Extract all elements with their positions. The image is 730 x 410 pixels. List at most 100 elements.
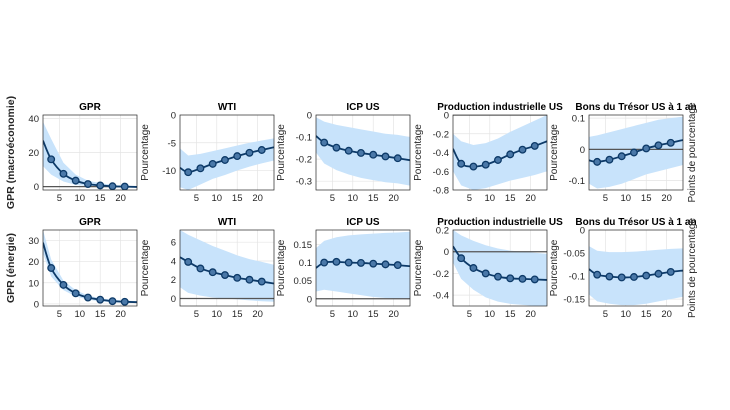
x-tick-label: 5 xyxy=(603,309,608,320)
y-axis-label-right: Points de pourcentage xyxy=(687,218,698,319)
y-tick-label: 0.15 xyxy=(294,240,313,251)
y-tick-label: -0.8 xyxy=(433,186,449,197)
data-point xyxy=(320,138,329,147)
data-point xyxy=(630,273,638,281)
plot-content xyxy=(453,230,547,306)
x-tick-label: 15 xyxy=(505,309,516,320)
data-point xyxy=(320,258,329,267)
data-point xyxy=(332,257,341,266)
y-tick-label: -0.1 xyxy=(569,272,585,283)
data-point xyxy=(221,156,229,164)
data-point xyxy=(245,275,254,284)
subplot-title: ICP US xyxy=(346,217,379,228)
confidence-band xyxy=(43,121,137,188)
x-tick-label: 5 xyxy=(467,193,472,204)
axes-box xyxy=(42,114,138,191)
data-point xyxy=(184,168,193,177)
data-point xyxy=(393,261,402,270)
data-point xyxy=(108,182,117,190)
data-point xyxy=(196,164,205,173)
confidence-band xyxy=(180,230,274,302)
data-point xyxy=(393,154,402,163)
x-tick-label: 15 xyxy=(232,309,243,320)
data-point xyxy=(381,260,390,269)
data-point xyxy=(47,264,56,272)
axes-box xyxy=(179,229,275,307)
data-point xyxy=(469,264,478,272)
y-axis-label: Pourcentage xyxy=(276,124,287,181)
x-tick-label: 10 xyxy=(484,193,495,204)
subplot-8: 5 10 15 20 0 0.05 0.1 0.15 ICP US Pourcentage xyxy=(276,217,411,320)
data-point xyxy=(120,182,129,190)
data-point xyxy=(481,160,490,169)
subplot-title: WTI xyxy=(218,102,237,113)
plot-area xyxy=(43,230,137,306)
x-tick-label: 20 xyxy=(661,309,672,320)
data-point xyxy=(481,269,490,278)
x-tick-label: 20 xyxy=(252,193,263,204)
data-point xyxy=(233,152,242,161)
data-point xyxy=(381,152,390,161)
data-point xyxy=(257,146,266,154)
data-point xyxy=(59,280,68,289)
data-point xyxy=(506,150,515,159)
data-point xyxy=(59,169,68,178)
y-tick-label: -10 xyxy=(162,166,176,177)
axes-box xyxy=(588,114,684,191)
y-tick-label: 0.05 xyxy=(294,276,313,287)
y-axis-label: Pourcentage xyxy=(413,239,424,296)
data-point xyxy=(245,148,254,157)
subplot-title: Bons du Trésor US à 1 an xyxy=(575,102,696,113)
data-point xyxy=(208,268,217,277)
data-point xyxy=(617,152,626,161)
plot-content xyxy=(589,230,683,306)
data-point xyxy=(506,274,515,283)
x-tick-label: 5 xyxy=(57,193,62,204)
subplot-title: Production industrielle US xyxy=(437,102,563,113)
data-point xyxy=(642,144,651,153)
plot-content xyxy=(43,115,137,190)
x-tick-label: 20 xyxy=(661,193,672,204)
data-point xyxy=(120,297,129,306)
axes-box xyxy=(315,229,411,307)
x-tick-label: 10 xyxy=(74,309,85,320)
x-tick-label: 5 xyxy=(194,309,199,320)
data-point xyxy=(457,159,466,168)
y-axis-label: Pourcentage xyxy=(140,239,151,296)
axes-box xyxy=(452,229,548,307)
subplot-title: GPR xyxy=(79,102,101,113)
data-point xyxy=(469,162,478,171)
plot-content xyxy=(316,115,410,190)
x-tick-label: 5 xyxy=(603,193,608,204)
x-tick-label: 15 xyxy=(368,309,379,320)
subplot-title: WTI xyxy=(218,217,237,228)
y-tick-label: -0.15 xyxy=(563,295,585,306)
x-tick-label: 20 xyxy=(525,309,536,320)
subplot-3: 5 10 15 20 -0.3 -0.2 -0.1 0 ICP US Pourcentage xyxy=(276,102,411,204)
x-tick-label: 10 xyxy=(347,193,358,204)
data-point xyxy=(666,138,675,147)
subplot-title: GPR xyxy=(79,217,101,228)
y-tick-label: -0.2 xyxy=(296,155,312,166)
data-point xyxy=(654,141,663,150)
x-tick-label: 15 xyxy=(232,193,243,204)
data-point xyxy=(666,267,675,276)
x-tick-label: 20 xyxy=(525,193,536,204)
x-tick-label: 15 xyxy=(641,193,652,204)
y-tick-label: 40 xyxy=(28,114,39,125)
plot-content xyxy=(316,230,410,306)
y-tick-label: -0.4 xyxy=(433,291,449,302)
y-tick-label: -0.6 xyxy=(433,167,449,178)
subplot-title: Production industrielle US xyxy=(437,217,563,228)
data-point xyxy=(344,146,353,155)
data-point xyxy=(96,181,105,190)
y-tick-label: 10 xyxy=(28,278,39,289)
data-point xyxy=(593,270,602,279)
data-point xyxy=(71,176,80,185)
data-point xyxy=(344,258,353,267)
data-point xyxy=(642,271,651,280)
confidence-band xyxy=(453,115,547,190)
